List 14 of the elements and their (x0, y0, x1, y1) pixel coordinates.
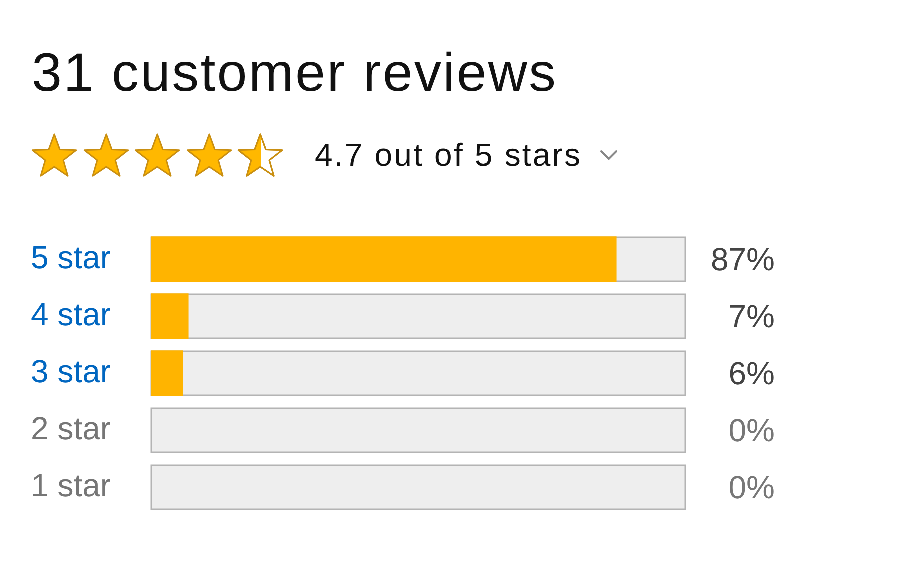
data-label: 0% (728, 412, 775, 448)
y-tick-label: 2 star (31, 410, 112, 446)
chart-title: 31 customer reviews (32, 42, 558, 105)
y-tick-label: 3 star (31, 353, 112, 390)
data-label: 0% (728, 469, 775, 506)
y-tick-label: 1 star (31, 467, 112, 504)
chart-subtitle: 4.7 out of 5 stars (315, 136, 582, 174)
data-label: 7% (728, 298, 775, 334)
data-label: 87% (710, 241, 775, 278)
y-tick-label: 4 star (31, 296, 112, 332)
y-tick-label: 5 star (31, 239, 112, 276)
data-label: 6% (728, 355, 775, 392)
bar (151, 294, 189, 340)
bar (151, 350, 184, 396)
